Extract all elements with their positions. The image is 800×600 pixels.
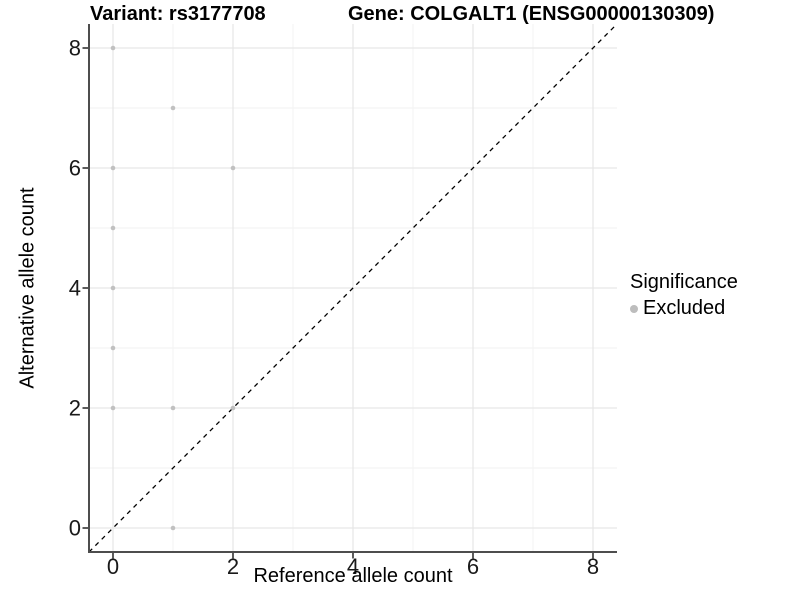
legend-item-excluded: Excluded — [630, 297, 738, 320]
data-point — [170, 525, 176, 531]
x-tick-label: 6 — [467, 554, 479, 579]
x-tick-label: 4 — [347, 554, 359, 579]
data-point — [170, 105, 176, 111]
legend-title: Significance — [630, 271, 738, 293]
data-point — [110, 225, 116, 231]
y-axis-title: Alternative allele count — [16, 187, 39, 389]
y-tick-label: 6 — [69, 156, 81, 181]
x-tick-label: 2 — [227, 554, 239, 579]
y-tick-label: 4 — [69, 276, 81, 301]
y-tick-label: 8 — [69, 36, 81, 61]
data-point — [170, 405, 176, 411]
y-tick-label: 0 — [69, 516, 81, 541]
identity-dashed-line — [88, 23, 618, 553]
data-point — [230, 405, 236, 411]
data-point — [110, 45, 116, 51]
y-tick-label: 2 — [69, 396, 81, 421]
x-tick-label: 8 — [587, 554, 599, 579]
data-point — [110, 165, 116, 171]
data-point — [110, 345, 116, 351]
plot-title-gene: Gene: COLGALT1 (ENSG00000130309) — [348, 3, 715, 25]
legend: Significance Excluded — [630, 271, 738, 320]
legend-item-label: Excluded — [643, 297, 726, 319]
x-tick-label: 0 — [107, 554, 119, 579]
legend-point-icon — [630, 304, 638, 313]
data-point — [110, 285, 116, 291]
data-point — [230, 165, 236, 171]
data-point — [110, 405, 116, 411]
plot-title-variant: Variant: rs3177708 — [90, 3, 266, 25]
x-axis-title: Reference allele count — [253, 565, 453, 587]
